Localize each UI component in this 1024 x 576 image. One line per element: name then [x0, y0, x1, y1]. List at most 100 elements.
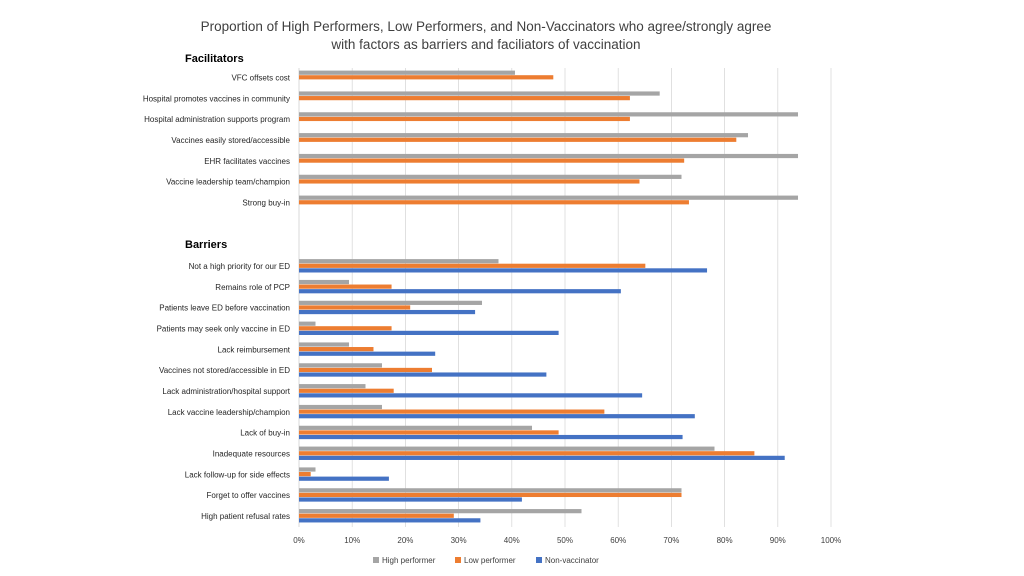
bars — [299, 70, 799, 523]
bar-high-performer — [299, 404, 382, 410]
bar-non-vaccinator — [299, 309, 476, 315]
bar-low-performer — [299, 137, 737, 142]
legend: High performer Low performer Non-vaccinato… — [373, 556, 599, 565]
bar-high-performer — [299, 133, 749, 138]
category-label: EHR facilitates vaccines — [204, 157, 290, 166]
bar-non-vaccinator — [299, 434, 683, 440]
category-label: Not a high priority for our ED — [189, 262, 291, 271]
bar-low-performer — [299, 492, 682, 498]
bar-low-performer — [299, 305, 411, 310]
bar-high-performer — [299, 91, 660, 96]
bar-high-performer — [299, 321, 316, 326]
bar-non-vaccinator — [299, 372, 547, 377]
x-tick-label: 80% — [717, 536, 733, 545]
bar-high-performer — [299, 279, 350, 285]
x-tick-label: 10% — [344, 536, 360, 545]
legend-label-high-performer: High performer — [382, 556, 436, 565]
category-label: Vaccine leadership team/champion — [166, 178, 290, 187]
bar-non-vaccinator — [299, 414, 695, 419]
x-axis-ticks: 0% 10% 20% 30% 40% 50% 60% 70% 80% 90% 100% — [293, 536, 841, 545]
section-label-facilitators: Facilitators — [185, 53, 244, 65]
bar-low-performer — [299, 513, 454, 518]
bar-non-vaccinator — [299, 455, 785, 460]
x-tick-label: 90% — [770, 536, 786, 545]
category-label: Vaccines easily stored/accessible — [171, 136, 290, 145]
x-tick-label: 40% — [504, 536, 520, 545]
bar-non-vaccinator — [299, 268, 708, 273]
category-label: VFC offsets cost — [231, 74, 290, 83]
bar-high-performer — [299, 446, 715, 451]
x-tick-label: 50% — [557, 536, 573, 545]
bar-low-performer — [299, 96, 630, 101]
legend-swatch-non-vaccinator — [536, 557, 542, 563]
bar-high-performer — [299, 259, 499, 264]
legend-label-non-vaccinator: Non-vaccinator — [545, 556, 599, 565]
chart-title-line-1: Proportion of High Performers, Low Perfo… — [201, 19, 772, 34]
category-label: Hospital administration supports program — [144, 115, 290, 124]
category-label: Patients may seek only vaccine in ED — [157, 324, 291, 333]
bar-low-performer — [299, 116, 630, 122]
category-label: Inadequate resources — [213, 449, 290, 458]
bar-low-performer — [299, 263, 646, 268]
bar-low-performer — [299, 200, 689, 205]
category-label: Lack vaccine leadership/champion — [168, 408, 290, 417]
bar-low-performer — [299, 284, 392, 289]
bar-low-performer — [299, 367, 432, 373]
bar-high-performer — [299, 509, 582, 514]
category-label: Lack of buy-in — [240, 429, 290, 438]
bar-low-performer — [299, 326, 392, 331]
bar-high-performer — [299, 195, 799, 200]
x-tick-label: 70% — [663, 536, 679, 545]
bar-high-performer — [299, 174, 682, 179]
bar-non-vaccinator — [299, 393, 643, 398]
bar-high-performer — [299, 488, 682, 493]
x-tick-label: 60% — [610, 536, 626, 545]
section-label-barriers: Barriers — [185, 239, 227, 251]
legend-swatch-high-performer — [373, 557, 379, 563]
bar-non-vaccinator — [299, 289, 621, 294]
bar-high-performer — [299, 363, 382, 368]
bar-non-vaccinator — [299, 330, 559, 335]
category-label: High patient refusal rates — [201, 512, 290, 521]
bar-high-performer — [299, 342, 350, 347]
chart-title: Proportion of High Performers, Low Perfo… — [201, 19, 772, 52]
category-label: Remains role of PCP — [215, 283, 290, 292]
bar-low-performer — [299, 451, 755, 456]
bar-non-vaccinator — [299, 476, 389, 481]
bar-low-performer — [299, 158, 685, 163]
bar-low-performer — [299, 388, 394, 393]
bar-high-performer — [299, 112, 799, 117]
category-label: Hospital promotes vaccines in community — [143, 94, 290, 103]
bar-low-performer — [299, 75, 554, 80]
x-tick-label: 0% — [293, 536, 305, 545]
chart-title-line-2: with factors as barriers and faciliators… — [330, 37, 640, 52]
x-tick-label: 30% — [451, 536, 467, 545]
category-label: Lack reimbursement — [218, 345, 291, 354]
category-label: Forget to offer vaccines — [207, 491, 290, 500]
bar-low-performer — [299, 347, 374, 352]
bar-high-performer — [299, 467, 316, 472]
legend-swatch-low-performer — [455, 557, 461, 563]
bar-low-performer — [299, 179, 640, 184]
x-tick-label: 100% — [821, 536, 841, 545]
category-label: Lack follow-up for side effects — [185, 470, 290, 479]
bar-high-performer — [299, 153, 799, 159]
legend-label-low-performer: Low performer — [464, 556, 516, 565]
category-label: Lack administration/hospital support — [162, 387, 290, 396]
bar-high-performer — [299, 384, 366, 389]
bar-non-vaccinator — [299, 518, 481, 523]
category-label: Patients leave ED before vaccination — [159, 304, 290, 313]
bar-low-performer — [299, 430, 559, 435]
x-tick-label: 20% — [397, 536, 413, 545]
bar-non-vaccinator — [299, 497, 522, 502]
gridlines — [298, 68, 832, 527]
bar-high-performer — [299, 300, 483, 305]
category-labels: Facilitators VFC offsets cost Hospital pro… — [143, 53, 291, 521]
bar-low-performer — [299, 409, 605, 414]
bar-low-performer — [299, 472, 311, 477]
category-label: Vaccines not stored/accessible in ED — [159, 366, 290, 375]
bar-high-performer — [299, 70, 515, 75]
bar-non-vaccinator — [299, 351, 436, 356]
category-label: Strong buy-in — [242, 198, 290, 207]
